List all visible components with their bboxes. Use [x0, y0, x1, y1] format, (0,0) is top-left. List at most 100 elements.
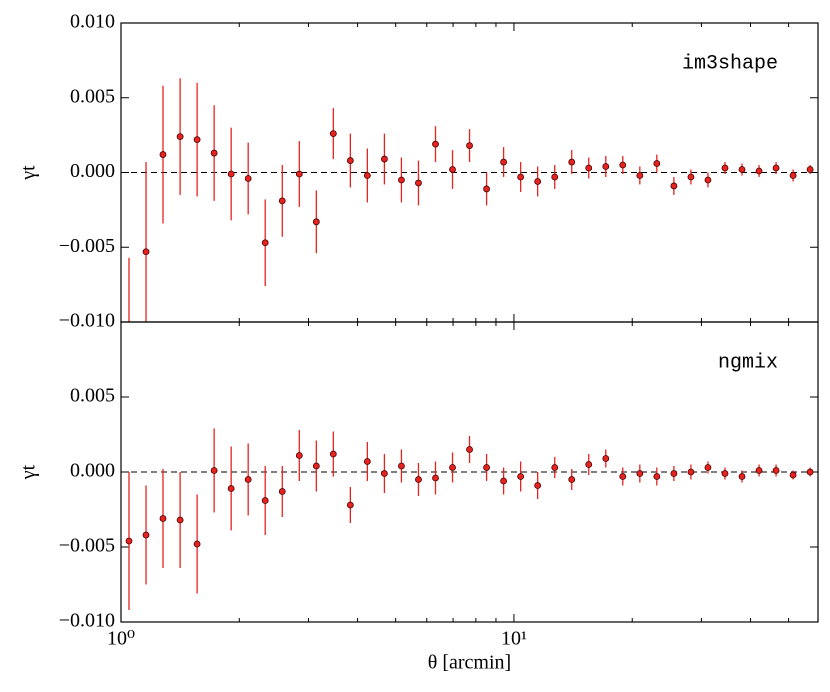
point: [738, 473, 746, 480]
point: [585, 461, 593, 468]
point: [415, 179, 422, 187]
y-tick-label: 0.010: [70, 11, 115, 33]
point: [398, 176, 405, 184]
point: [517, 473, 525, 480]
point: [193, 136, 201, 144]
point: [142, 248, 150, 256]
point: [789, 471, 797, 479]
point: [636, 172, 644, 179]
point: [363, 172, 371, 179]
point: [398, 462, 405, 470]
point: [534, 482, 542, 489]
y-tick-label: −0.005: [59, 535, 115, 557]
point: [721, 470, 729, 477]
frame: [120, 321, 819, 623]
point: [210, 149, 218, 157]
point: [670, 182, 678, 190]
point: [432, 474, 439, 482]
point: [363, 458, 371, 465]
y-tick-label: 0.005: [70, 385, 115, 407]
point: [551, 464, 559, 471]
point: [517, 173, 525, 181]
point: [329, 450, 337, 458]
point: [772, 164, 780, 172]
point: [568, 476, 576, 483]
point: [295, 170, 303, 178]
point: [261, 239, 269, 247]
point: [483, 464, 490, 471]
y-tick-label: 0.005: [70, 85, 115, 107]
y-tick-label: 0.000: [70, 160, 115, 182]
point: [142, 531, 150, 539]
point: [466, 142, 473, 149]
point: [176, 133, 184, 141]
point: [278, 197, 286, 205]
point: [346, 501, 354, 509]
point: [210, 467, 218, 474]
point: [125, 537, 133, 545]
point: [432, 140, 439, 148]
series: [126, 78, 814, 362]
point: [653, 473, 661, 480]
point: [261, 497, 269, 504]
point: [159, 151, 167, 158]
point: [551, 173, 559, 181]
point: [193, 540, 201, 548]
point: [312, 218, 320, 226]
point: [126, 356, 132, 362]
point: [483, 185, 490, 193]
point: [789, 172, 797, 179]
point: [806, 166, 814, 173]
series: [125, 428, 814, 610]
point: [602, 455, 610, 462]
point: [278, 488, 286, 495]
point: [653, 160, 661, 167]
point: [704, 464, 712, 471]
point: [619, 473, 627, 480]
point: [227, 170, 235, 178]
point: [312, 462, 320, 470]
point: [704, 176, 712, 184]
point: [568, 158, 576, 166]
annotation: ngmix: [718, 351, 778, 374]
y-tick-label: −0.010: [59, 310, 115, 332]
point: [721, 164, 729, 172]
point: [176, 516, 184, 524]
point: [346, 157, 354, 164]
y-axis-label: γt: [18, 165, 40, 181]
point: [415, 476, 422, 483]
point: [687, 173, 695, 181]
x-axis-label: θ [arcmin]: [428, 652, 511, 674]
point: [500, 477, 508, 485]
annotation: im3shape: [682, 52, 778, 75]
point: [381, 155, 388, 163]
point: [244, 175, 252, 182]
point: [738, 166, 746, 173]
point: [295, 452, 303, 459]
point: [755, 467, 763, 474]
point: [227, 485, 235, 492]
point: [755, 167, 763, 175]
point: [619, 161, 627, 169]
y-tick-label: −0.010: [59, 610, 115, 632]
point: [449, 464, 456, 471]
point: [636, 470, 644, 477]
point: [466, 446, 473, 453]
point: [687, 468, 695, 476]
point: [244, 476, 252, 483]
x-tick-label: 10⁰: [107, 628, 135, 650]
point: [602, 163, 610, 170]
y-tick-label: 0.000: [70, 460, 115, 482]
point: [806, 468, 814, 476]
point: [534, 178, 542, 185]
point: [500, 158, 508, 166]
point: [381, 470, 388, 477]
y-axis-label: γt: [18, 464, 40, 480]
point: [449, 166, 456, 173]
x-tick-label: 10¹: [501, 628, 527, 650]
point: [159, 515, 167, 522]
point: [772, 467, 780, 474]
point: [670, 470, 678, 477]
point: [585, 164, 593, 172]
